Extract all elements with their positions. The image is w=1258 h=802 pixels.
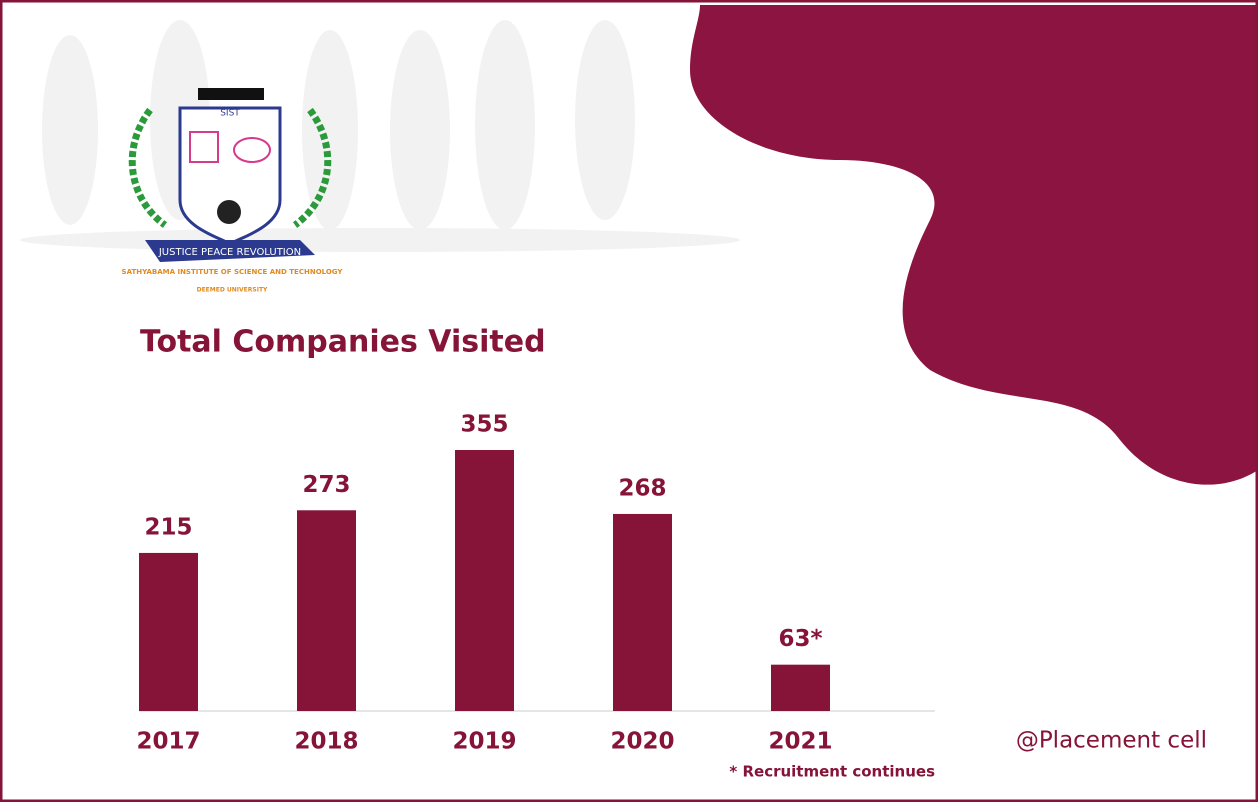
value-label: 63* bbox=[778, 626, 822, 652]
credit: @Placement cell bbox=[1016, 728, 1207, 754]
bar bbox=[455, 450, 514, 711]
footnote: * Recruitment continues bbox=[729, 763, 935, 781]
chart-title: Total Companies Visited bbox=[140, 325, 546, 360]
x-tick-label: 2019 bbox=[452, 729, 516, 755]
x-tick-label: 2017 bbox=[136, 729, 200, 755]
logo-name: SATHYABAMA INSTITUTE OF SCIENCE AND TECH… bbox=[122, 268, 344, 276]
decorative-blob bbox=[690, 5, 1258, 485]
logo-abbreviation: SIST bbox=[220, 109, 240, 119]
logo-status: DEEMED UNIVERSITY bbox=[197, 287, 268, 294]
x-tick-label: 2018 bbox=[294, 729, 358, 755]
bar bbox=[771, 664, 830, 711]
x-tick-label: 2020 bbox=[610, 729, 674, 755]
value-label: 268 bbox=[618, 475, 666, 501]
x-tick-label: 2021 bbox=[768, 729, 832, 755]
bar bbox=[139, 552, 198, 711]
logo-motto: JUSTICE PEACE REVOLUTION bbox=[158, 247, 301, 258]
value-label: 273 bbox=[302, 472, 350, 498]
value-label: 355 bbox=[460, 412, 508, 438]
bar bbox=[297, 510, 356, 711]
background-figures bbox=[20, 20, 740, 252]
value-label: 215 bbox=[144, 514, 192, 540]
logo: SIST JUSTICE PEACE REVOLUTION SATHYABAMA… bbox=[122, 88, 344, 294]
bar bbox=[613, 513, 672, 711]
